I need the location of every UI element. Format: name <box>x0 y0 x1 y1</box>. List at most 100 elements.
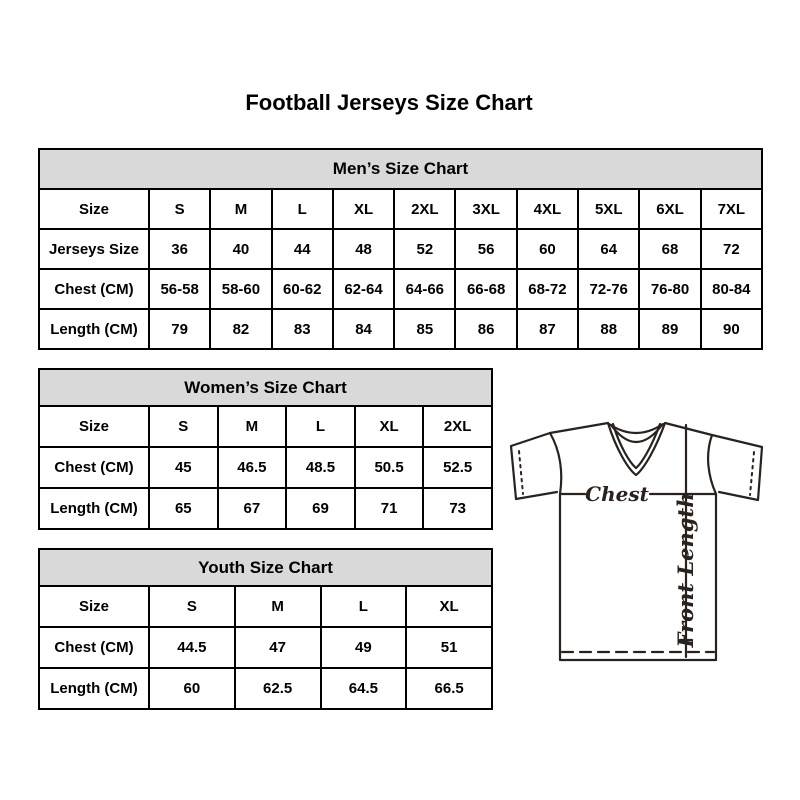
youth-size-table: Youth Size Chart Size S M L XL Chest (CM) 44.5 4… <box>38 548 493 710</box>
row-label: Jerseys Size <box>38 228 150 270</box>
size-cell: 46.5 <box>216 446 288 489</box>
size-cell: M <box>216 405 288 448</box>
size-cell: L <box>285 405 356 448</box>
size-cell: 64 <box>577 228 641 270</box>
size-cell: 73 <box>422 487 493 530</box>
size-cell: L <box>270 188 334 230</box>
table-row: Length (CM) 79 82 83 84 85 86 87 88 89 90 <box>38 308 764 350</box>
size-cell: 62-64 <box>331 268 396 310</box>
table-row: Length (CM) 60 62.5 64.5 66.5 <box>38 667 493 710</box>
size-cell: 62.5 <box>233 667 322 710</box>
size-cell: 89 <box>638 308 702 350</box>
size-cell: 7XL <box>699 188 764 230</box>
size-cell: XL <box>405 585 493 628</box>
size-cell: 4XL <box>515 188 580 230</box>
size-cell: 68-72 <box>515 268 580 310</box>
size-cell: 44.5 <box>148 626 236 669</box>
size-cell: 65 <box>148 487 219 530</box>
size-cell: 83 <box>270 308 334 350</box>
row-label: Length (CM) <box>38 308 150 350</box>
size-cell: 85 <box>393 308 457 350</box>
size-cell: 84 <box>331 308 396 350</box>
size-cell: 82 <box>209 308 273 350</box>
row-label: Chest (CM) <box>38 268 150 310</box>
size-cell: 6XL <box>638 188 702 230</box>
right-cuff-stitch-line <box>749 451 755 496</box>
table-row: Length (CM) 65 67 69 71 73 <box>38 487 493 530</box>
size-cell: 40 <box>209 228 273 270</box>
size-cell: 87 <box>515 308 580 350</box>
size-cell: S <box>148 405 219 448</box>
size-cell: 64-66 <box>393 268 457 310</box>
size-cell: 88 <box>577 308 641 350</box>
youth-table: Youth Size Chart Size S M L XL Chest (CM) 44.5 4… <box>38 548 493 710</box>
jersey-body-outline <box>548 421 718 662</box>
table-row: Size S M L XL <box>38 585 493 628</box>
size-cell: 60-62 <box>270 268 334 310</box>
size-cell: 52.5 <box>422 446 493 489</box>
size-cell: 44 <box>270 228 334 270</box>
size-cell: 72 <box>699 228 764 270</box>
size-cell: 52 <box>393 228 457 270</box>
mens-size-table: Men’s Size Chart Size S M L XL 2XL 3XL 4XL 5XL 6XL… <box>38 148 764 350</box>
size-cell: 58-60 <box>209 268 273 310</box>
jersey-measurement-diagram: Chest Front Length <box>509 421 764 662</box>
size-cell: 67 <box>216 487 288 530</box>
row-label: Size <box>38 585 150 628</box>
size-cell: M <box>209 188 273 230</box>
size-cell: 45 <box>148 446 219 489</box>
table-row: Chest (CM) 44.5 47 49 51 <box>38 626 493 669</box>
size-cell: 60 <box>148 667 236 710</box>
chest-label: Chest <box>585 482 649 506</box>
size-cell: 51 <box>405 626 493 669</box>
size-cell: L <box>319 585 408 628</box>
size-cell: 2XL <box>422 405 493 448</box>
size-cell: 64.5 <box>319 667 408 710</box>
size-cell: 68 <box>638 228 702 270</box>
size-cell: 60 <box>515 228 580 270</box>
front-length-measure-line <box>678 423 694 659</box>
size-cell: 56 <box>454 228 518 270</box>
row-label: Length (CM) <box>38 487 150 530</box>
size-cell: XL <box>353 405 425 448</box>
row-label: Size <box>38 188 150 230</box>
row-label: Chest (CM) <box>38 446 150 489</box>
size-cell: 80-84 <box>699 268 764 310</box>
size-cell: 90 <box>699 308 764 350</box>
size-cell: 48 <box>331 228 396 270</box>
table-row: Size S M L XL 2XL <box>38 405 493 448</box>
collar-v-neck <box>606 421 667 477</box>
left-sleeve-outline <box>509 431 559 501</box>
size-cell: 50.5 <box>353 446 425 489</box>
size-cell: 69 <box>285 487 356 530</box>
front-length-label: Front Length <box>673 493 698 649</box>
size-cell: 66-68 <box>454 268 518 310</box>
size-cell: 71 <box>353 487 425 530</box>
size-cell: 66.5 <box>405 667 493 710</box>
row-label: Size <box>38 405 150 448</box>
size-cell: 56-58 <box>147 268 212 310</box>
table-row: Size S M L XL 2XL 3XL 4XL 5XL 6XL 7XL <box>38 188 764 230</box>
size-cell: 36 <box>147 228 212 270</box>
size-cell: 49 <box>319 626 408 669</box>
size-cell: S <box>148 585 236 628</box>
size-cell: 5XL <box>577 188 641 230</box>
table-row: Chest (CM) 45 46.5 48.5 50.5 52.5 <box>38 446 493 489</box>
womens-table: Women’s Size Chart Size S M L XL 2XL Chest (CM)… <box>38 368 493 530</box>
size-cell: 86 <box>454 308 518 350</box>
left-cuff-stitch-line <box>518 450 524 495</box>
size-cell: 76-80 <box>638 268 702 310</box>
size-cell: XL <box>331 188 396 230</box>
mens-table: Men’s Size Chart Size S M L XL 2XL 3XL 4XL 5XL 6XL… <box>38 148 764 350</box>
row-label: Length (CM) <box>38 667 150 710</box>
size-cell: M <box>233 585 322 628</box>
right-sleeve-outline <box>710 433 764 502</box>
table-row: Jerseys Size 36 40 44 48 52 56 60 64 68 72 <box>38 228 764 270</box>
womens-size-table: Women’s Size Chart Size S M L XL 2XL Chest (CM)… <box>38 368 493 530</box>
youth-table-title: Youth Size Chart <box>38 548 493 587</box>
row-label: Chest (CM) <box>38 626 150 669</box>
size-cell: 2XL <box>393 188 457 230</box>
table-row: Chest (CM) 56-58 58-60 60-62 62-64 64-66 66-68… <box>38 268 764 310</box>
size-cell: 47 <box>233 626 322 669</box>
